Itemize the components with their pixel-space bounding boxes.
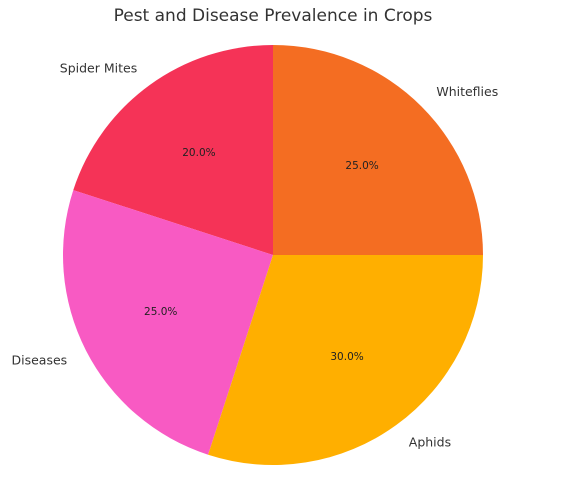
percent-label-aphids: 30.0% <box>330 351 363 363</box>
pie-slice-labels: Spider Mites Diseases Aphids Whiteflies <box>11 61 498 450</box>
chart-title: Pest and Disease Prevalence in Crops <box>114 6 433 26</box>
slice-label-diseases: Diseases <box>11 352 67 367</box>
pie-slices <box>62 45 483 466</box>
percent-label-diseases: 25.0% <box>144 306 177 318</box>
slice-label-aphids: Aphids <box>409 434 451 449</box>
percent-label-whiteflies: 25.0% <box>345 160 378 172</box>
slice-label-spider-mites: Spider Mites <box>60 61 137 76</box>
pie-slice-whiteflies <box>273 45 483 255</box>
pie-percent-labels: 20.0% 25.0% 30.0% 25.0% <box>144 147 379 363</box>
pie-slice-aphids <box>208 255 483 466</box>
slice-label-whiteflies: Whiteflies <box>436 84 498 99</box>
percent-label-spider-mites: 20.0% <box>182 147 215 159</box>
pie-slice-diseases <box>62 190 274 455</box>
pie-slice-spider-mites <box>73 45 273 255</box>
